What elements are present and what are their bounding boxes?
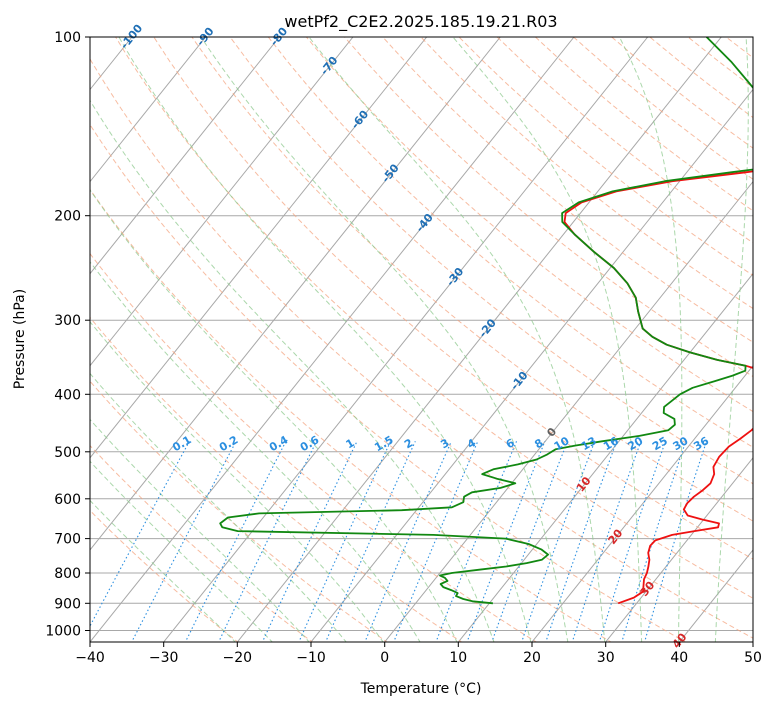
y-tick-label: 500 — [54, 445, 81, 461]
isotherm-line — [90, 37, 354, 367]
isotherm-line — [384, 180, 753, 642]
mixing-ratio-line — [325, 441, 416, 642]
moist-adiabat-line — [714, 37, 749, 642]
mixing-ratio-line — [393, 441, 479, 642]
moist-adiabat-line — [90, 418, 310, 642]
mixing-ratio-line — [621, 441, 687, 642]
y-tick-label: 900 — [54, 596, 81, 612]
x-tick-label: −20 — [223, 650, 253, 666]
y-tick-label: 100 — [54, 30, 81, 46]
y-tick-label: 800 — [54, 566, 81, 582]
y-axis-title: Pressure (hPa) — [12, 289, 28, 389]
mixing-ratio-line — [545, 441, 618, 642]
chart-title: wetPf2_C2E2.2025.185.19.21.R03 — [284, 12, 557, 32]
isotherm-line — [90, 37, 501, 551]
dry-adiabat-line — [90, 509, 239, 642]
moist-adiabat-line — [90, 189, 458, 642]
moist-adiabat-line — [90, 499, 237, 642]
moist-adiabat-line — [90, 261, 421, 642]
mixing-ratio-line — [644, 441, 708, 642]
x-tick-label: −30 — [149, 650, 179, 666]
sounding-trace — [563, 170, 753, 605]
y-tick-label: 400 — [54, 387, 81, 403]
x-tick-label: 20 — [523, 650, 541, 666]
dry-adiabat-line — [90, 57, 753, 639]
mixing-ratio-line — [364, 441, 452, 642]
mixing-ratio-line — [298, 441, 392, 642]
y-tick-label: 700 — [54, 532, 81, 548]
x-tick-label: 10 — [449, 650, 467, 666]
y-tick-label: 300 — [54, 313, 81, 329]
x-tick-label: 50 — [744, 650, 762, 666]
isotherm-line — [236, 37, 722, 642]
x-tick-label: −10 — [296, 650, 326, 666]
isotherm-line — [605, 457, 753, 642]
dry-adiabat-line — [90, 316, 463, 642]
x-tick-label: 40 — [670, 650, 688, 666]
dry-adiabat-line — [191, 37, 753, 522]
dry-adiabat-line — [382, 37, 753, 343]
sounding-trace — [219, 37, 753, 605]
isotherm-line — [90, 37, 280, 275]
moist-adiabat-line — [618, 37, 683, 642]
y-tick-label: 600 — [54, 492, 81, 508]
mixing-ratio-line — [521, 441, 596, 642]
moist-adiabat-line — [90, 460, 273, 642]
moist-adiabat-line — [452, 37, 643, 642]
dry-adiabat-line — [420, 37, 753, 310]
isotherm-line — [531, 364, 753, 642]
isotherm-line — [90, 37, 428, 459]
x-tick-label: −40 — [75, 650, 105, 666]
isotherm-line — [310, 88, 753, 642]
isotherm-line — [163, 37, 649, 642]
moist-adiabat-line — [90, 321, 384, 642]
mixing-ratio-line — [184, 441, 287, 642]
dry-adiabat-line — [153, 37, 753, 560]
isotherm-line — [457, 272, 753, 642]
dry-adiabat-line — [90, 380, 388, 642]
plot-frame — [89, 36, 754, 643]
x-axis-title: Temperature (°C) — [360, 681, 482, 697]
dry-adiabat-line — [267, 37, 753, 448]
isotherm-line — [90, 37, 207, 183]
data-layer — [219, 37, 753, 605]
dry-adiabat-line — [115, 37, 753, 599]
y-tick-label: 1000 — [45, 624, 81, 640]
dry-adiabat-line — [90, 188, 612, 642]
dry-adiabat-line — [90, 252, 538, 642]
axis-layer: −40 −30 −20 −10 0 10 20 30 40 50 100 200 300 400 500 60… — [45, 30, 762, 666]
grid-layer — [90, 37, 753, 642]
moist-adiabat-line — [118, 37, 532, 642]
x-tick-label: 30 — [597, 650, 615, 666]
dry-adiabat-line — [90, 123, 687, 642]
y-tick-label: 200 — [54, 209, 81, 225]
mixing-ratio-line — [90, 441, 190, 628]
mixing-ratio-line — [218, 441, 318, 642]
moist-adiabat-line — [308, 37, 606, 642]
dry-adiabat-line — [90, 444, 314, 642]
x-tick-label: 0 — [380, 650, 389, 666]
moist-adiabat-line — [200, 37, 569, 642]
